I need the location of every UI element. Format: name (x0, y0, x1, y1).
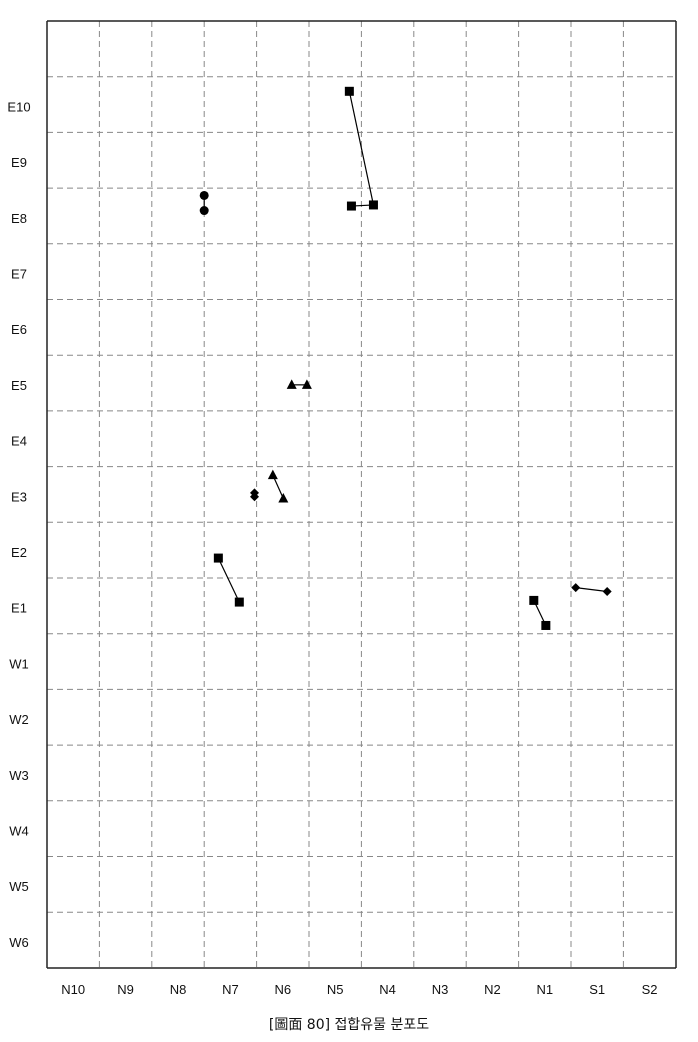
data-point-circle (199, 190, 209, 200)
data-point-square (234, 597, 244, 607)
data-point-triangle (286, 379, 297, 389)
data-point-square (344, 86, 354, 96)
data-point-diamond (250, 492, 260, 502)
y-tick-label: E2 (11, 545, 27, 560)
data-point-square (213, 553, 223, 563)
data-point-diamond (602, 586, 612, 596)
y-tick-label: E10 (7, 99, 30, 114)
y-tick-label: W4 (9, 823, 29, 838)
data-point-triangle (301, 379, 312, 389)
y-tick-label: E9 (11, 155, 27, 170)
distribution-map: N10 N9 N8 N7 N6 N5 N4 N3 N2 N1 S1 S2 E10 E9 E8 E7 E6 E5 E4… (7, 20, 677, 997)
x-tick-label: N4 (379, 982, 396, 997)
x-tick-label: N3 (432, 982, 449, 997)
y-tick-label: W2 (9, 712, 29, 727)
figure-caption: [圖面 80] 접합유물 분포도 (268, 1017, 430, 1033)
refit-connection-line (575, 587, 608, 593)
data-point-square (368, 200, 378, 210)
y-tick-label: E5 (11, 378, 27, 393)
x-tick-label: N8 (170, 982, 187, 997)
x-tick-label: N7 (222, 982, 239, 997)
data-point-diamond (571, 583, 581, 593)
y-tick-label: W6 (9, 935, 29, 950)
refit-connection-line (348, 91, 375, 207)
y-tick-label: E7 (11, 266, 27, 281)
x-tick-label: N1 (536, 982, 553, 997)
y-tick-label: W5 (9, 879, 29, 894)
x-tick-label: S1 (589, 982, 605, 997)
x-tick-label: N10 (61, 982, 85, 997)
x-tick-label: S2 (642, 982, 658, 997)
y-tick-label: E6 (11, 322, 27, 337)
refit-connection-line (217, 557, 240, 603)
y-tick-label: E1 (11, 601, 27, 616)
x-tick-label: N2 (484, 982, 501, 997)
data-point-circle (199, 206, 209, 216)
y-tick-label: W1 (9, 656, 29, 671)
data-point-square (529, 595, 539, 605)
y-tick-label: E8 (11, 211, 27, 226)
y-tick-label: E4 (11, 434, 27, 449)
y-tick-label: E3 (11, 489, 27, 504)
x-tick-label: N9 (117, 982, 134, 997)
data-point-square (541, 620, 551, 630)
x-tick-label: N5 (327, 982, 344, 997)
y-tick-label: W3 (9, 768, 29, 783)
data-point-triangle (267, 469, 278, 480)
x-tick-label: N6 (274, 982, 291, 997)
data-point-triangle (278, 492, 289, 503)
data-point-square (346, 201, 356, 211)
